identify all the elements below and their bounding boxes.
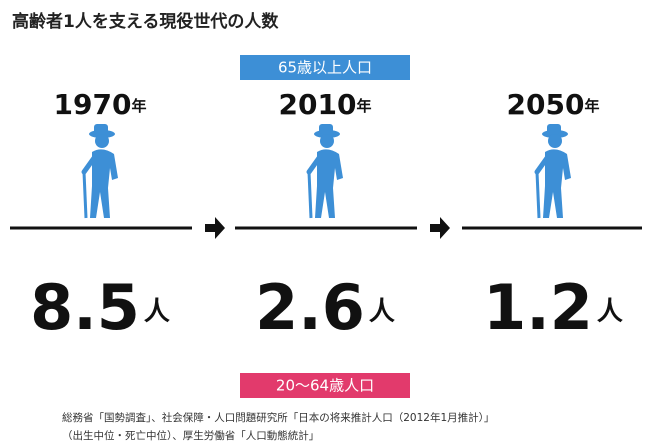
elderly-label-box [240,55,410,80]
figure-head [76,237,92,253]
year: 2050年 [507,88,600,121]
year-number: 1970 [54,88,132,121]
figure-head [119,237,135,253]
supporter-count: 2.6 人 [255,271,395,344]
elderly-icon [84,124,118,218]
title: 高齢者1人を支える現役世代の人数 [12,11,279,32]
figure-body [179,258,203,354]
count-number: 8.5 [30,271,140,344]
year-unit: 年 [356,97,371,115]
count-unit: 人 [144,297,170,327]
year: 1970年 [54,88,147,121]
figure-head [183,237,199,253]
elderly-icon [309,124,343,218]
year-number: 2010 [279,88,357,121]
working-figure [158,237,182,354]
source-line: 総務省「国勢調査」、社会保障・人口問題研究所「日本の将来推計人口（2012年1月… [62,411,494,424]
figure-head [367,237,383,253]
count-unit: 人 [369,297,395,327]
arrow [430,217,450,239]
supporter-count: 1.2 人 [483,271,623,344]
year-number: 2050 [507,88,585,121]
figure-head [33,237,49,253]
working-figure [8,237,32,354]
figure-head [55,237,71,253]
supporter-count: 8.5 人 [30,271,170,344]
figure-head [140,237,156,253]
figure-head [162,237,178,253]
elderly-icon [537,124,571,218]
count-number: 1.2 [483,271,593,344]
source-line: （出生中位・死亡中位）、厚生労働省「人口動態統計」 [62,429,319,442]
figure-head [541,237,557,253]
figure-head [283,237,299,253]
figure-head [97,237,113,253]
arrow [205,217,225,239]
figure-head [325,237,341,253]
year-unit: 年 [584,97,599,115]
figure-body [8,258,32,354]
year-unit: 年 [131,97,146,115]
working-figure [179,237,203,354]
elderly-label: 65歳以上人口 [278,59,372,77]
working-figure [363,237,387,354]
year: 2010年 [279,88,372,121]
count-number: 2.6 [255,271,365,344]
working-label-box [240,373,410,398]
count-unit: 人 [597,297,623,327]
figure-head [583,237,599,253]
figure-head [12,237,28,253]
working-label: 20〜64歳人口 [276,377,374,395]
